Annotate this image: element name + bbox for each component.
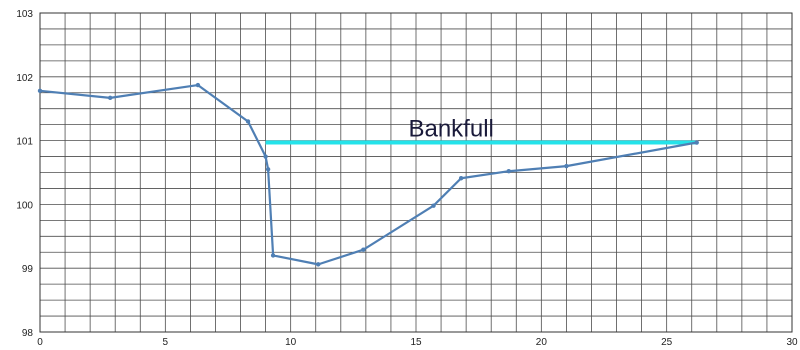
- x-tick-label: 20: [536, 337, 548, 348]
- data-point: [245, 119, 251, 124]
- y-axis-tick-labels: 98 99 100 101 102 103: [16, 9, 33, 339]
- cross-section-line: [39, 83, 697, 266]
- data-point: [506, 169, 511, 174]
- bankfull-label: Bankfull: [408, 116, 493, 143]
- y-tick-label: 102: [16, 73, 33, 84]
- x-tick-label: 15: [410, 337, 422, 348]
- horizontal-gridlines: [40, 12, 792, 333]
- data-point: [195, 82, 201, 88]
- x-axis-tick-labels: 0 5 10 15 20 25 30: [37, 337, 798, 348]
- data-point: [265, 167, 271, 172]
- data-point: [361, 247, 366, 252]
- x-tick-label: 0: [37, 337, 43, 348]
- data-point: [316, 262, 321, 267]
- data-point: [263, 154, 268, 159]
- data-point: [694, 140, 699, 145]
- x-tick-label: 30: [786, 337, 798, 348]
- data-point: [431, 203, 436, 208]
- y-tick-label: 98: [22, 328, 34, 339]
- data-point: [107, 95, 113, 101]
- y-tick-label: 101: [16, 137, 33, 148]
- data-point: [458, 176, 464, 181]
- data-point: [564, 163, 569, 169]
- plot-frame: [39, 12, 793, 333]
- y-tick-label: 103: [16, 9, 33, 20]
- y-tick-label: 99: [22, 264, 34, 275]
- x-tick-label: 25: [661, 337, 673, 348]
- x-tick-label: 5: [163, 337, 169, 348]
- data-point: [37, 88, 43, 94]
- y-tick-label: 100: [16, 200, 33, 211]
- data-series: [37, 82, 699, 267]
- data-point: [270, 253, 276, 258]
- x-tick-label: 10: [285, 337, 297, 348]
- reference-lines: Bankfull: [265, 116, 697, 145]
